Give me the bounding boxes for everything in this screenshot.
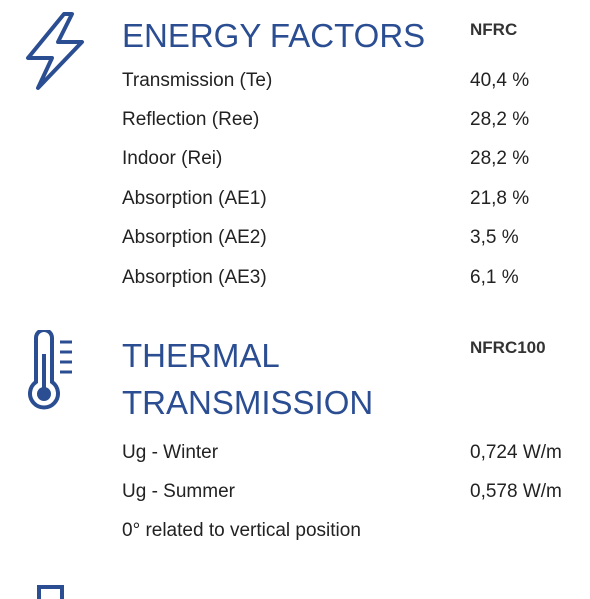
standard: NFRC <box>470 20 518 39</box>
row-label: Absorption (AE1) <box>122 188 267 209</box>
row-value: 6,1 % <box>470 267 519 288</box>
lightning-icon <box>26 12 84 90</box>
section-title: ENERGY FACTORS <box>122 17 426 54</box>
row-label: Absorption (AE2) <box>122 227 267 248</box>
row-label: Transmission (Te) <box>122 70 273 91</box>
row-value: 28,2 % <box>470 148 530 169</box>
note: 0° related to vertical position <box>122 520 361 541</box>
standard: NFRC100 <box>470 338 546 357</box>
partial-icon <box>37 585 64 599</box>
row-value: 40,4 % <box>470 70 530 91</box>
thermometer-icon <box>28 330 72 410</box>
row-value: 21,8 % <box>470 188 530 209</box>
row-value: 0,724 W/m <box>470 442 562 463</box>
row-label: Ug - Summer <box>122 481 235 502</box>
row-value: 0,578 W/m <box>470 481 562 502</box>
section-title: THERMAL TRANSMISSION <box>122 337 374 421</box>
row-label: Absorption (AE3) <box>122 267 267 288</box>
row-value: 3,5 % <box>470 227 519 248</box>
row-label: Reflection (Ree) <box>122 109 260 130</box>
row-label: Indoor (Rei) <box>122 148 223 169</box>
row-value: 28,2 % <box>470 109 530 130</box>
row-label: Ug - Winter <box>122 442 219 463</box>
